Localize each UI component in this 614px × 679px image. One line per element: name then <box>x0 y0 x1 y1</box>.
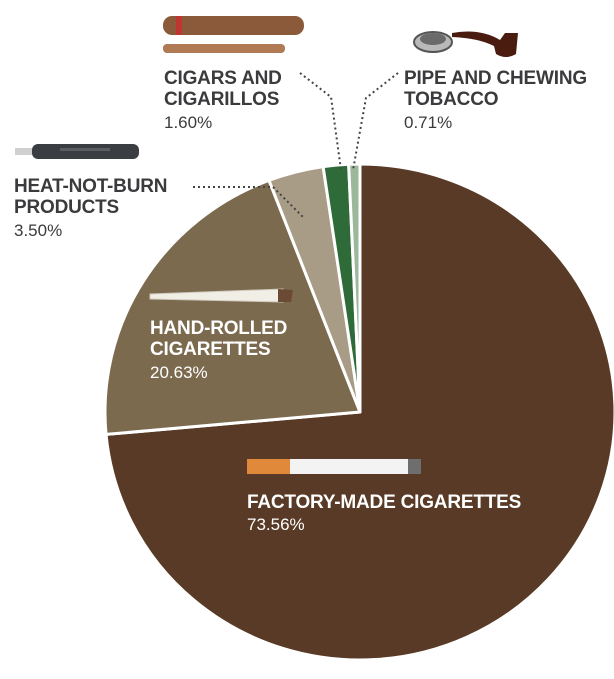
slice-value-hand-rolled: 20.63% <box>150 362 208 382</box>
slice-name-factory-made: FACTORY-MADE CIGARETTES <box>247 492 522 513</box>
pie-slices <box>103 162 614 662</box>
slice-name-heat-not-burn: HEAT-NOT-BURN PRODUCTS <box>14 176 168 219</box>
slice-value-pipe: 0.71% <box>404 112 453 132</box>
label-cigars: CIGARS AND CIGARILLOS 1.60% <box>164 68 282 132</box>
cigarette-icon <box>247 459 421 474</box>
product-icons <box>15 16 518 474</box>
slice-value-factory-made: 73.56% <box>247 515 305 535</box>
label-pipe: PIPE AND CHEWING TOBACCO 0.71% <box>404 68 587 132</box>
leader-line-cigars <box>299 72 342 171</box>
label-factory-made: FACTORY-MADE CIGARETTES 73.56% <box>247 492 521 534</box>
slice-name-pipe: PIPE AND CHEWING TOBACCO <box>404 68 587 111</box>
slice-name-cigars: CIGARS AND CIGARILLOS <box>164 68 282 111</box>
slice-pipe <box>347 162 362 414</box>
slice-hand-rolled <box>103 178 362 436</box>
rolled-cigarette-icon <box>149 288 293 303</box>
pipe-icon <box>413 31 518 57</box>
heat-not-burn-device-icon <box>15 144 139 159</box>
slice-value-heat-not-burn: 3.50% <box>14 220 63 240</box>
label-heat-not-burn: HEAT-NOT-BURN PRODUCTS 3.50% <box>14 176 167 240</box>
label-hand-rolled: HAND-ROLLED CIGARETTES 20.63% <box>150 318 287 382</box>
cigar-icon <box>163 16 304 53</box>
slice-name-hand-rolled: HAND-ROLLED CIGARETTES <box>150 318 288 361</box>
leader-line-heat-not-burn <box>193 186 305 219</box>
leader-line-pipe <box>352 72 399 171</box>
slice-value-cigars: 1.60% <box>164 112 213 132</box>
leader-lines <box>193 72 399 219</box>
